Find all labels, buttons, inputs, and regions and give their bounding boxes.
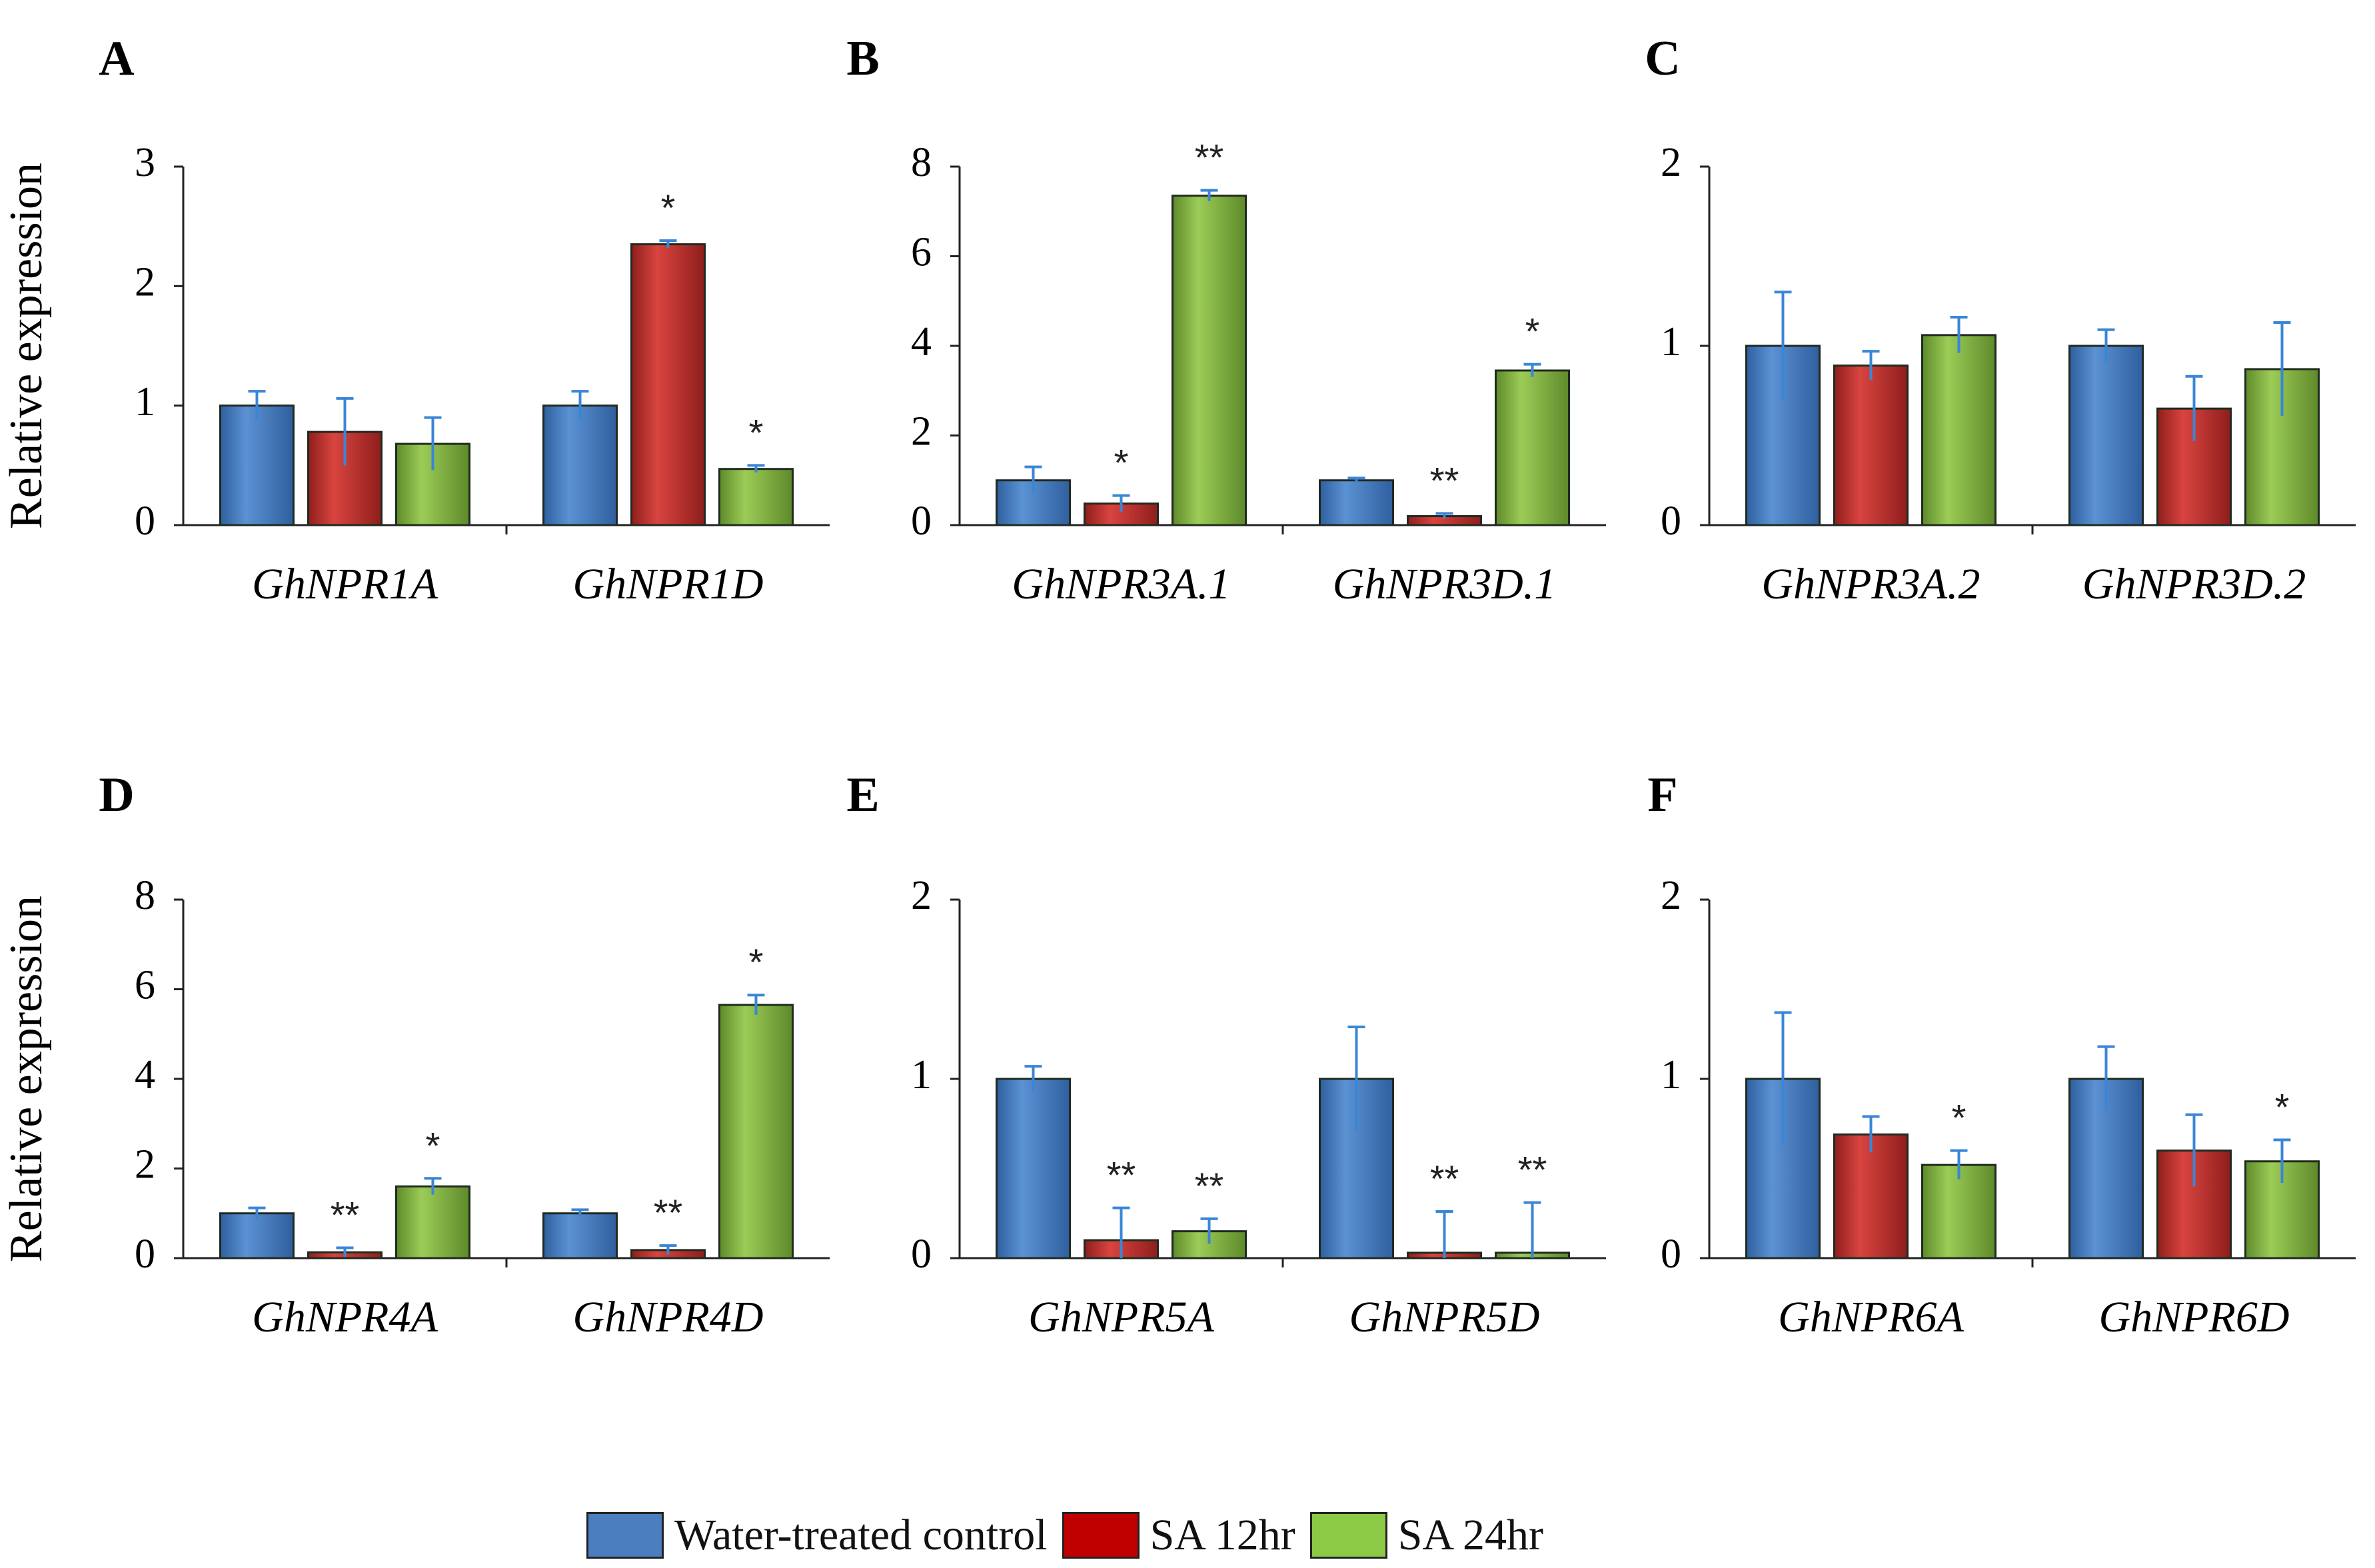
category-label-c: GhNPR3A.2: [1761, 560, 1980, 608]
category-label-b: GhNPR3A.1: [1012, 560, 1230, 608]
category-label-b: GhNPR3D.1: [1333, 560, 1556, 608]
panel-f: F 0 1 2 * GhNPR6A * GhNPR6D: [1647, 768, 2356, 1341]
category-label-a: GhNPR1D: [573, 560, 764, 608]
bar-f-sa12-1: [1833, 1133, 1909, 1259]
y-tick-label-c: 1: [1661, 319, 1681, 365]
category-label-f: GhNPR6D: [2099, 1293, 2290, 1341]
y-tick-label-d: 2: [135, 1142, 155, 1187]
category-label-e: GhNPR5A: [1028, 1293, 1214, 1341]
y-tick-label-d: 4: [135, 1052, 155, 1098]
y-tick-label-e: 2: [911, 873, 932, 918]
legend-item-sa12: SA 12hr: [1062, 1510, 1295, 1561]
legend-swatch-sa12: [1062, 1512, 1140, 1559]
significance-label-f: *: [2275, 1086, 2290, 1128]
y-tick-label-b: 4: [911, 319, 932, 365]
legend: Water-treated control SA 12hr SA 24hr: [586, 1503, 1558, 1568]
y-tick-label-a: 1: [135, 379, 155, 424]
y-tick-label-c: 2: [1661, 140, 1681, 185]
panel-c: C 0 1 2 GhNPR3A.2 GhNPR3D.2: [1645, 31, 2356, 608]
y-tick-label-b: 0: [911, 498, 932, 544]
panel-letter-a: A: [99, 31, 134, 86]
y-tick-label-e: 1: [911, 1052, 932, 1098]
significance-label-d: *: [749, 941, 764, 983]
bar-e-control-1: [996, 1078, 1071, 1259]
significance-label-d: *: [426, 1124, 440, 1166]
y-axis-label-d: Relative expression: [1, 896, 52, 1262]
y-tick-label-a: 0: [135, 498, 155, 544]
legend-label-sa12: SA 12hr: [1150, 1511, 1295, 1559]
significance-label-b: *: [1114, 442, 1129, 484]
legend-swatch-control: [586, 1512, 664, 1559]
category-label-d: GhNPR4A: [252, 1293, 438, 1341]
bar-c-control-2: [2068, 345, 2144, 526]
y-tick-label-f: 2: [1661, 873, 1681, 918]
significance-label-a: *: [661, 187, 676, 229]
bar-b-control-2: [1319, 479, 1394, 526]
category-label-c: GhNPR3D.2: [2082, 560, 2306, 608]
category-label-d: GhNPR4D: [573, 1293, 764, 1341]
y-tick-label-c: 0: [1661, 498, 1681, 544]
panel-letter-c: C: [1645, 31, 1680, 86]
category-label-a: GhNPR1A: [252, 560, 438, 608]
legend-item-control: Water-treated control: [586, 1510, 1048, 1561]
significance-label-d: **: [331, 1194, 360, 1236]
panel-letter-d: D: [99, 768, 134, 822]
bar-d-control-1: [219, 1212, 295, 1259]
legend-item-sa24: SA 24hr: [1309, 1510, 1543, 1561]
bar-a-sa12-2: [630, 243, 706, 526]
y-tick-label-a: 2: [135, 260, 155, 305]
significance-label-f: *: [1952, 1097, 1967, 1139]
y-tick-label-d: 8: [135, 873, 155, 918]
bar-a-control-1: [219, 404, 295, 526]
panel-letter-e: E: [846, 768, 879, 822]
y-axis-label-a: Relative expression: [1, 163, 52, 529]
y-tick-label-b: 6: [911, 230, 932, 275]
y-tick-label-f: 0: [1661, 1231, 1681, 1277]
bar-d-sa24-2: [718, 1004, 794, 1259]
y-tick-label-e: 0: [911, 1231, 932, 1277]
significance-label-e: **: [1518, 1149, 1547, 1191]
y-tick-label-b: 2: [911, 409, 932, 454]
bar-f-sa24-1: [1921, 1164, 1996, 1259]
legend-swatch-sa24: [1309, 1512, 1387, 1559]
bar-d-sa24-1: [395, 1185, 470, 1259]
significance-label-b: *: [1525, 311, 1540, 353]
significance-label-e: **: [1195, 1165, 1224, 1207]
bar-d-control-2: [542, 1212, 618, 1259]
bar-a-sa24-2: [718, 468, 794, 526]
legend-label-control: Water-treated control: [674, 1511, 1048, 1559]
panel-e: E 0 1 2 ** ** GhNPR5A ** ** GhNPR5D: [846, 768, 1606, 1341]
significance-label-b: **: [1430, 460, 1459, 502]
bar-a-control-2: [542, 404, 618, 526]
bar-c-sa24-1: [1921, 334, 1996, 526]
category-label-e: GhNPR5D: [1349, 1293, 1540, 1341]
bar-b-sa24-2: [1495, 369, 1570, 526]
category-label-f: GhNPR6A: [1778, 1293, 1964, 1341]
y-tick-label-d: 0: [135, 1231, 155, 1277]
y-tick-label-f: 1: [1661, 1052, 1681, 1098]
bar-c-sa12-1: [1833, 365, 1909, 526]
significance-label-e: **: [1430, 1158, 1459, 1199]
significance-label-e: **: [1107, 1154, 1136, 1196]
legend-label-sa24: SA 24hr: [1397, 1511, 1543, 1559]
panel-letter-f: F: [1647, 768, 1677, 822]
significance-label-d: **: [654, 1191, 683, 1233]
panel-a: A 0 1 2 3 Relative expression GhNPR1A * * GhNPR1D: [1, 31, 830, 608]
panel-letter-b: B: [846, 31, 879, 86]
y-tick-label-a: 3: [135, 140, 155, 185]
bar-b-sa24-1: [1172, 195, 1247, 526]
y-tick-label-d: 6: [135, 963, 155, 1008]
significance-label-a: *: [749, 411, 764, 453]
y-tick-label-b: 8: [911, 140, 932, 185]
significance-label-b: **: [1195, 137, 1224, 179]
